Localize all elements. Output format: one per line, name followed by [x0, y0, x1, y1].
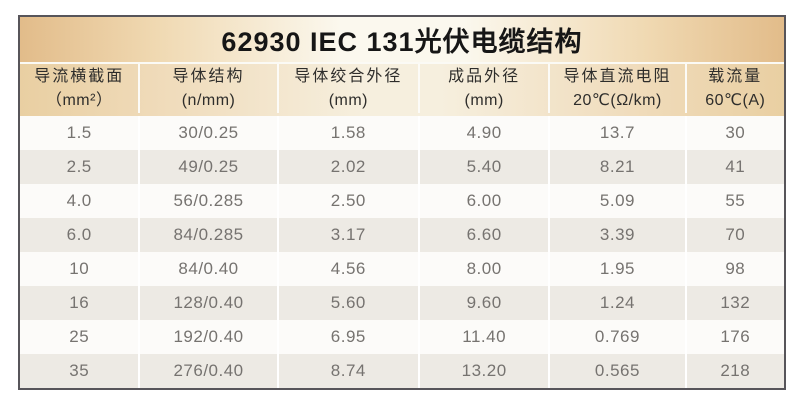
table-cell: 13.20 — [418, 354, 548, 388]
table-cell: 5.09 — [548, 184, 684, 218]
table-cell: 56/0.285 — [138, 184, 276, 218]
table-cell: 4.0 — [66, 191, 92, 210]
table-cell: 5.40 — [418, 150, 548, 184]
table-cell: 2.5 — [66, 157, 92, 176]
table-cell: 70 — [684, 218, 784, 252]
table-cell: 3.17 — [276, 218, 418, 252]
table-row: 4.0 56/0.285 2.50 6.00 5.09 55 — [20, 184, 784, 218]
table-cell: 9.60 — [418, 286, 548, 320]
table-cell: 2.50 — [276, 184, 418, 218]
table-row: 1.5 30/0.25 1.58 4.90 13.7 30 — [20, 116, 784, 150]
table-cell: 6.00 — [418, 184, 548, 218]
column-header-stranded-diameter: 导体绞合外径 (mm) — [276, 64, 418, 113]
table-row: 10 84/0.40 4.56 8.00 1.95 98 — [20, 252, 784, 286]
table-cell: 84/0.285 — [138, 218, 276, 252]
table-cell: 218 — [684, 354, 784, 388]
table-row: 25 192/0.40 6.95 11.40 0.769 176 — [20, 320, 784, 354]
table-cell: 41 — [684, 150, 784, 184]
table-cell: 6.95 — [276, 320, 418, 354]
column-header-unit: 20℃(Ω/km) — [573, 91, 662, 109]
table-cell: 5.60 — [276, 286, 418, 320]
table-cell: 8.74 — [276, 354, 418, 388]
table-cell: 6.0 — [66, 225, 92, 244]
column-header-label: 成品外径 — [448, 68, 521, 86]
table-row: 35 276/0.40 8.74 13.20 0.565 218 — [20, 354, 784, 388]
table-cell: 6.60 — [418, 218, 548, 252]
table-header-row: 导流横截面 （mm²） 导体结构 (n/mm) 导体绞合外径 (mm) 成品外径… — [20, 64, 784, 116]
column-header-current-capacity: 载流量 60℃(A) — [684, 64, 784, 113]
table-row: 6.0 84/0.285 3.17 6.60 3.39 70 — [20, 218, 784, 252]
table-cell: 4.90 — [418, 116, 548, 150]
table-cell: 4.56 — [276, 252, 418, 286]
table-cell: 132 — [684, 286, 784, 320]
table-cell: 13.7 — [548, 116, 684, 150]
table-cell: 0.769 — [548, 320, 684, 354]
table-cell: 84/0.40 — [138, 252, 276, 286]
table-cell: 98 — [684, 252, 784, 286]
table-row: 16 128/0.40 5.60 9.60 1.24 132 — [20, 286, 784, 320]
column-header-label: 载流量 — [708, 68, 763, 86]
table-cell: 55 — [684, 184, 784, 218]
cable-spec-table: 62930 IEC 131光伏电缆结构 导流横截面 （mm²） 导体结构 (n/… — [18, 15, 786, 390]
table-body: 1.5 30/0.25 1.58 4.90 13.7 30 2.5 49/0.25 2.02 5.… — [20, 116, 784, 388]
column-header-label: 导体结构 — [172, 68, 245, 86]
table-cell: 176 — [684, 320, 784, 354]
table-cell: 3.39 — [548, 218, 684, 252]
column-header-label: 导流横截面 — [34, 68, 125, 86]
table-cell: 25 — [69, 327, 90, 346]
column-header-label: 导体绞合外径 — [294, 68, 403, 86]
column-header-dc-resistance: 导体直流电阻 20℃(Ω/km) — [548, 64, 684, 113]
table-cell: 49/0.25 — [138, 150, 276, 184]
column-header-unit: (mm) — [464, 91, 504, 109]
table-cell: 1.24 — [548, 286, 684, 320]
table-title: 62930 IEC 131光伏电缆结构 — [20, 17, 784, 64]
column-header-label: 导体直流电阻 — [563, 68, 672, 86]
table-cell: 16 — [69, 293, 90, 312]
table-cell: 1.5 — [66, 123, 92, 142]
table-cell: 1.58 — [276, 116, 418, 150]
table-cell: 30/0.25 — [138, 116, 276, 150]
table-cell: 128/0.40 — [138, 286, 276, 320]
table-cell: 10 — [69, 259, 90, 278]
table-cell: 8.00 — [418, 252, 548, 286]
table-cell: 11.40 — [418, 320, 548, 354]
column-header-cross-section: 导流横截面 （mm²） — [20, 64, 138, 113]
table-cell: 276/0.40 — [138, 354, 276, 388]
table-cell: 2.02 — [276, 150, 418, 184]
table-cell: 0.565 — [548, 354, 684, 388]
table-cell: 8.21 — [548, 150, 684, 184]
column-header-unit: (n/mm) — [181, 91, 236, 109]
column-header-unit: （mm²） — [45, 91, 113, 109]
column-header-unit: 60℃(A) — [705, 91, 766, 109]
table-row: 2.5 49/0.25 2.02 5.40 8.21 41 — [20, 150, 784, 184]
table-cell: 192/0.40 — [138, 320, 276, 354]
table-cell: 30 — [684, 116, 784, 150]
column-header-unit: (mm) — [328, 91, 368, 109]
table-cell: 35 — [69, 361, 90, 380]
column-header-conductor-structure: 导体结构 (n/mm) — [138, 64, 276, 113]
table-cell: 1.95 — [548, 252, 684, 286]
column-header-finished-diameter: 成品外径 (mm) — [418, 64, 548, 113]
